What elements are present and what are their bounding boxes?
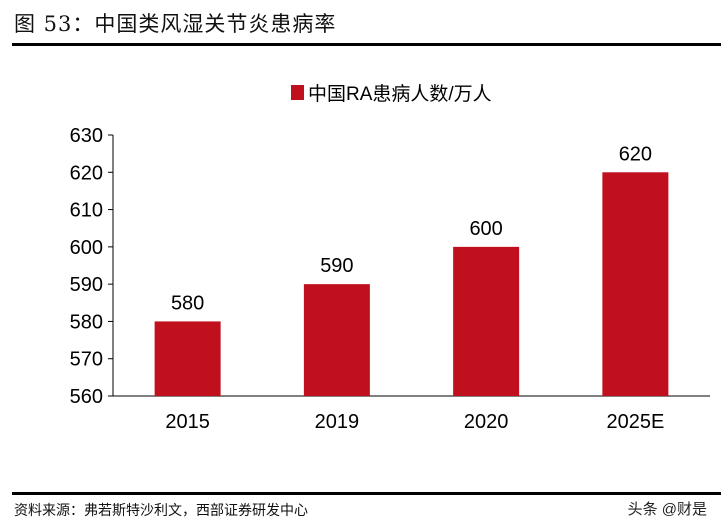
legend-label: 中国RA患病人数/万人 — [308, 83, 492, 105]
data-label: 600 — [469, 218, 502, 240]
bar — [303, 284, 370, 396]
bottom-rule — [12, 492, 721, 495]
top-rule — [12, 43, 721, 46]
x-tick-label: 2019 — [315, 411, 360, 433]
watermark: 头条 @财是 — [627, 501, 707, 518]
data-label: 620 — [619, 143, 652, 165]
source-note: 资料来源：弗若斯特沙利文，西部证券研发中心 — [14, 503, 308, 519]
y-tick-label: 560 — [70, 386, 103, 408]
x-tick-label: 2020 — [464, 411, 509, 433]
y-tick-label: 630 — [70, 125, 103, 147]
y-tick-label: 600 — [70, 237, 103, 259]
y-tick-label: 590 — [70, 274, 103, 296]
x-tick-label: 2015 — [165, 411, 210, 433]
data-label: 580 — [171, 292, 204, 314]
y-tick-label: 570 — [70, 349, 103, 371]
bar — [602, 172, 669, 396]
y-tick-label: 610 — [70, 200, 103, 222]
data-label: 590 — [320, 255, 353, 277]
bar — [154, 321, 221, 396]
bar — [453, 246, 520, 396]
x-tick-label: 2025E — [606, 411, 664, 433]
y-tick-label: 620 — [70, 162, 103, 184]
legend-swatch — [291, 85, 304, 100]
figure-title: 图 53：中国类风湿关节炎患病率 — [14, 12, 337, 36]
y-tick-label: 580 — [70, 311, 103, 333]
